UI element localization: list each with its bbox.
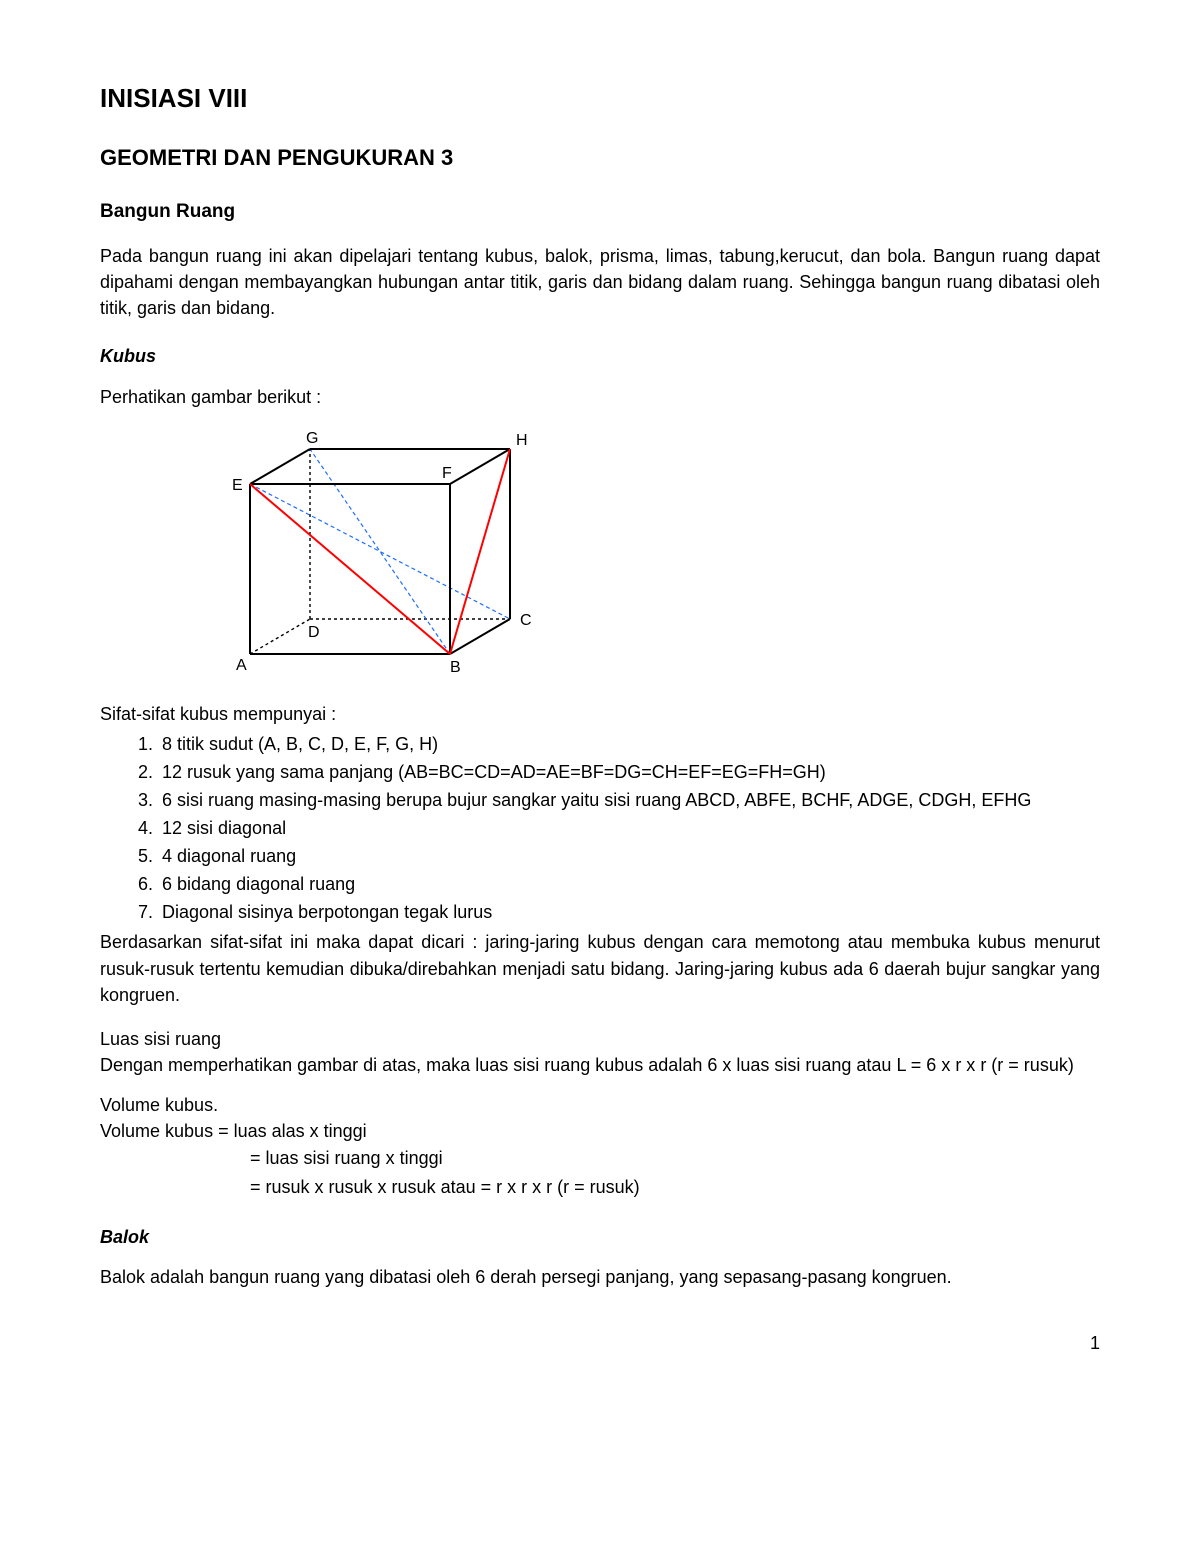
- list-item: Diagonal sisinya berpotongan tegak lurus: [158, 899, 1100, 925]
- section-heading-kubus: Kubus: [100, 343, 1100, 369]
- volume-line-1: Volume kubus = luas alas x tinggi: [100, 1118, 1100, 1144]
- vertex-label-G: G: [306, 430, 318, 447]
- page-number: 1: [100, 1330, 1100, 1356]
- vertex-label-D: D: [308, 624, 320, 641]
- kubus-list-intro: Sifat-sifat kubus mempunyai :: [100, 701, 1100, 727]
- kubus-intro: Perhatikan gambar berikut :: [100, 384, 1100, 410]
- list-item: 4 diagonal ruang: [158, 843, 1100, 869]
- cube-diagram: A B D C E F G H: [220, 424, 560, 684]
- luas-para: Dengan memperhatikan gambar di atas, mak…: [100, 1052, 1100, 1078]
- vertex-label-E: E: [232, 477, 243, 494]
- volume-line-3: = rusuk x rusuk x rusuk atau = r x r x r…: [250, 1173, 1100, 1202]
- vertex-label-C: C: [520, 612, 532, 629]
- list-item: 12 rusuk yang sama panjang (AB=BC=CD=AD=…: [158, 759, 1100, 785]
- vertex-label-B: B: [450, 659, 461, 676]
- volume-heading: Volume kubus.: [100, 1092, 1100, 1118]
- section-heading-balok: Balok: [100, 1224, 1100, 1250]
- vertex-label-F: F: [442, 465, 452, 482]
- doc-subtitle: GEOMETRI DAN PENGUKURAN 3: [100, 142, 1100, 174]
- kubus-properties-list: 8 titik sudut (A, B, C, D, E, F, G, H) 1…: [100, 731, 1100, 926]
- luas-heading: Luas sisi ruang: [100, 1026, 1100, 1052]
- list-item: 6 bidang diagonal ruang: [158, 871, 1100, 897]
- list-item: 8 titik sudut (A, B, C, D, E, F, G, H): [158, 731, 1100, 757]
- list-item: 12 sisi diagonal: [158, 815, 1100, 841]
- cube-diagram-container: A B D C E F G H: [220, 424, 1100, 691]
- balok-para: Balok adalah bangun ruang yang dibatasi …: [100, 1264, 1100, 1290]
- vertex-label-A: A: [236, 657, 247, 674]
- doc-title: INISIASI VIII: [100, 80, 1100, 118]
- section-heading-bangun-ruang: Bangun Ruang: [100, 198, 1100, 226]
- volume-line-2: = luas sisi ruang x tinggi: [250, 1144, 1100, 1173]
- para-bangun-ruang: Pada bangun ruang ini akan dipelajari te…: [100, 243, 1100, 321]
- vertex-label-H: H: [516, 432, 528, 449]
- list-item: 6 sisi ruang masing-masing berupa bujur …: [158, 787, 1100, 813]
- kubus-after-list: Berdasarkan sifat-sifat ini maka dapat d…: [100, 929, 1100, 1007]
